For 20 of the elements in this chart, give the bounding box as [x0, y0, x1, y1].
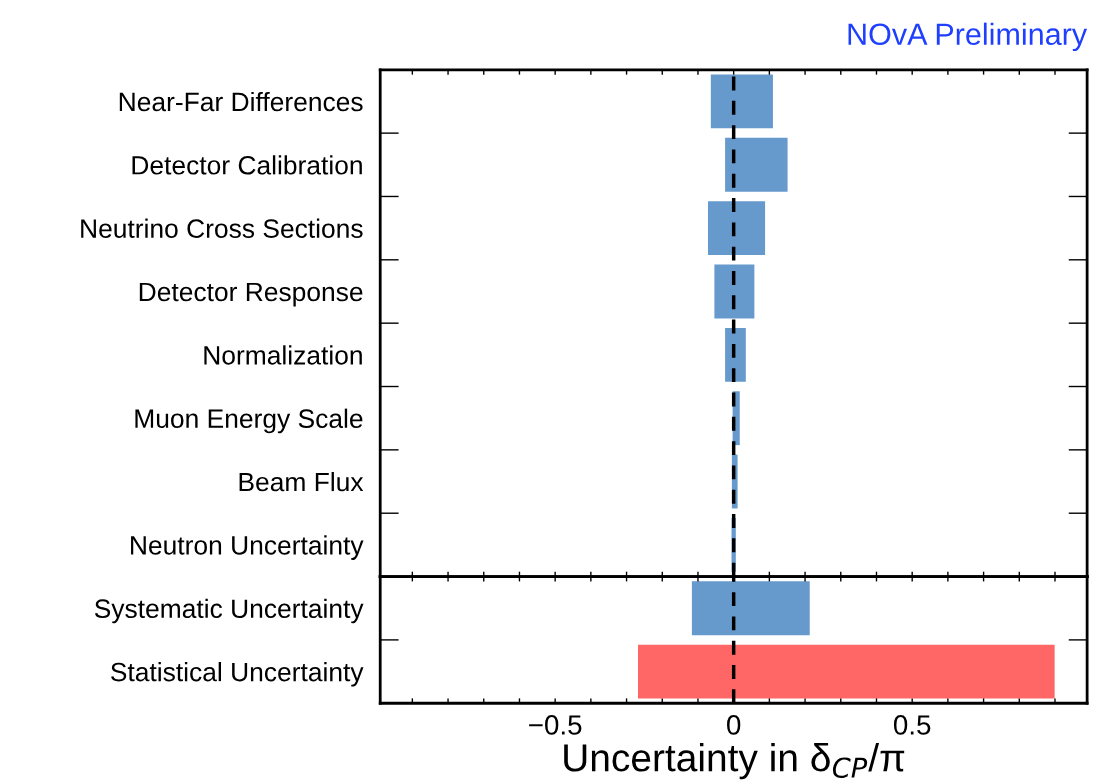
bar: [725, 327, 746, 382]
y-tick-label: Beam Flux: [239, 471, 364, 492]
bar: [725, 137, 788, 192]
y-tick-label: Near-Far Differences: [119, 91, 363, 112]
y-tick-label: Systematic Uncertainty: [94, 598, 364, 624]
bar: [714, 264, 755, 319]
y-tick-label: Statistical Uncertainty: [111, 662, 364, 687]
x-tick-label: −0.5: [529, 715, 582, 735]
y-tick-label: Muon Energy Scale: [135, 408, 363, 434]
y-tick-label: Neutron Uncertainty: [131, 535, 364, 560]
y-tick-label: Neutrino Cross Sections: [81, 218, 363, 238]
y-tick-label: Detector Response: [139, 282, 363, 307]
x-axis-title: Uncertainty in δ$_{CP}$/π: [564, 743, 905, 780]
y-tick-label: Detector Calibration: [132, 155, 362, 175]
chart-title: NOvA Preliminary: [848, 22, 1088, 52]
bar: [710, 74, 773, 129]
y-tick-label: Normalization: [204, 345, 362, 365]
bar: [707, 201, 766, 256]
x-tick-label: 0.5: [893, 715, 931, 735]
x-tick-label: 0: [727, 715, 741, 735]
